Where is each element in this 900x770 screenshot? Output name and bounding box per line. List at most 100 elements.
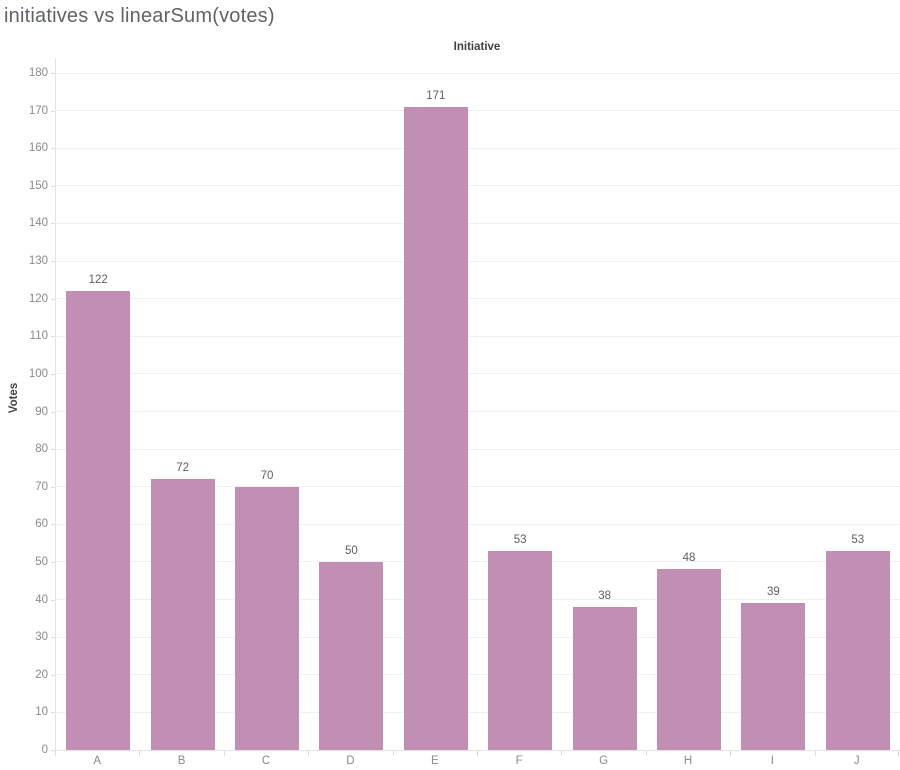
y-tick-label-30: 30	[35, 631, 48, 644]
y-tick-label-60: 60	[35, 518, 48, 531]
gridline-y-60	[56, 523, 900, 525]
y-tick-label-180: 180	[28, 67, 48, 80]
gridline-y-180	[56, 72, 900, 74]
x-tick-label-D: D	[346, 755, 355, 767]
y-tick-mark-140	[51, 223, 55, 225]
bar-value-label-D: 50	[344, 544, 358, 557]
gridline-y-130	[56, 260, 900, 262]
chart-title: initiatives vs linearSum(votes)	[4, 5, 275, 27]
y-tick-mark-180	[51, 73, 55, 75]
y-tick-mark-130	[51, 261, 55, 263]
gridline-y-120	[56, 298, 900, 300]
gridline-y-70	[56, 486, 900, 488]
bar-value-label-B: 72	[176, 462, 189, 475]
y-tick-label-100: 100	[28, 367, 48, 380]
gridline-y-50	[56, 561, 900, 563]
bar-value-label-A: 122	[88, 274, 108, 287]
gridline-y-30	[56, 636, 900, 638]
gridline-y-110	[56, 335, 900, 337]
x-tick-mark-3	[308, 751, 310, 756]
y-tick-label-150: 150	[28, 179, 48, 192]
x-tick-label-E: E	[430, 755, 439, 767]
x-tick-label-F: F	[515, 755, 523, 767]
y-tick-label-80: 80	[35, 443, 48, 456]
gridline-y-80	[56, 448, 900, 450]
x-tick-label-A: A	[93, 755, 102, 767]
bar-F[interactable]	[488, 550, 553, 750]
gridline-y-150	[56, 185, 900, 187]
x-tick-mark-0	[55, 751, 56, 756]
gridline-y-100	[56, 373, 900, 375]
y-tick-mark-120	[51, 298, 55, 300]
bar-value-label-I: 39	[766, 586, 780, 599]
bar-D[interactable]	[319, 561, 384, 750]
y-tick-mark-60	[51, 524, 55, 526]
plot-area: 122 72 70 50 171 53 38 48 39 53	[55, 58, 900, 751]
y-tick-label-130: 130	[28, 255, 48, 268]
bar-C[interactable]	[235, 486, 299, 750]
bar-J[interactable]	[825, 550, 890, 750]
y-tick-mark-20	[51, 674, 55, 676]
bar-H[interactable]	[657, 569, 721, 750]
y-tick-mark-160	[51, 148, 55, 150]
y-tick-mark-110	[51, 336, 55, 338]
y-tick-label-20: 20	[35, 668, 48, 681]
x-tick-label-I: I	[770, 755, 774, 767]
y-tick-label-120: 120	[28, 292, 48, 305]
x-tick-mark-6	[561, 751, 563, 756]
x-tick-mark-10	[898, 751, 899, 756]
bar-value-label-J: 53	[851, 533, 865, 546]
bar-G[interactable]	[572, 607, 637, 750]
x-tick-mark-9	[814, 751, 816, 756]
y-tick-label-40: 40	[35, 593, 48, 606]
bar-value-label-F: 53	[513, 533, 527, 546]
bar-E[interactable]	[403, 106, 468, 750]
gridline-y-20	[56, 674, 900, 676]
bar-value-label-C: 70	[260, 469, 274, 482]
x-tick-mark-8	[730, 751, 732, 756]
x-tick-mark-5	[477, 751, 478, 756]
y-tick-label-0: 0	[41, 744, 48, 756]
y-tick-mark-40	[51, 599, 55, 601]
gridline-y-140	[56, 222, 900, 224]
x-tick-label-G: G	[599, 755, 609, 767]
bar-value-label-H: 48	[682, 552, 696, 565]
gridline-y-40	[56, 599, 900, 601]
bar-A[interactable]	[66, 291, 131, 750]
gridline-y-90	[56, 411, 900, 413]
y-tick-mark-50	[51, 561, 55, 563]
x-tick-label-J: J	[853, 755, 860, 767]
gridline-y-160	[56, 147, 900, 149]
y-tick-mark-170	[51, 110, 55, 112]
x-axis-title: Initiative	[453, 41, 501, 53]
x-tick-mark-2	[223, 751, 225, 756]
x-tick-label-C: C	[261, 755, 271, 767]
bar-I[interactable]	[741, 603, 806, 750]
y-tick-mark-100	[51, 373, 55, 375]
y-tick-label-110: 110	[29, 330, 48, 343]
bar-B[interactable]	[150, 479, 215, 750]
x-tick-mark-7	[645, 751, 647, 756]
y-tick-label-170: 170	[28, 104, 48, 117]
y-tick-mark-90	[51, 411, 55, 413]
y-tick-label-160: 160	[28, 142, 48, 155]
bar-value-label-G: 38	[598, 590, 611, 603]
x-tick-mark-4	[392, 751, 394, 756]
bar-value-label-E: 171	[426, 89, 446, 102]
y-tick-label-90: 90	[35, 405, 48, 418]
y-tick-mark-70	[51, 486, 55, 488]
y-tick-label-140: 140	[28, 217, 48, 230]
y-tick-label-70: 70	[35, 480, 48, 493]
y-tick-label-50: 50	[35, 555, 48, 568]
x-tick-mark-1	[139, 751, 141, 756]
y-tick-mark-10	[51, 712, 55, 714]
gridline-y-170	[56, 110, 900, 112]
y-tick-mark-30	[51, 637, 55, 639]
y-tick-mark-0	[51, 750, 55, 751]
gridline-y-10	[56, 711, 900, 713]
y-tick-mark-150	[51, 185, 55, 187]
y-tick-label-10: 10	[35, 706, 48, 719]
x-tick-label-B: B	[177, 755, 186, 767]
x-tick-label-H: H	[683, 755, 693, 767]
